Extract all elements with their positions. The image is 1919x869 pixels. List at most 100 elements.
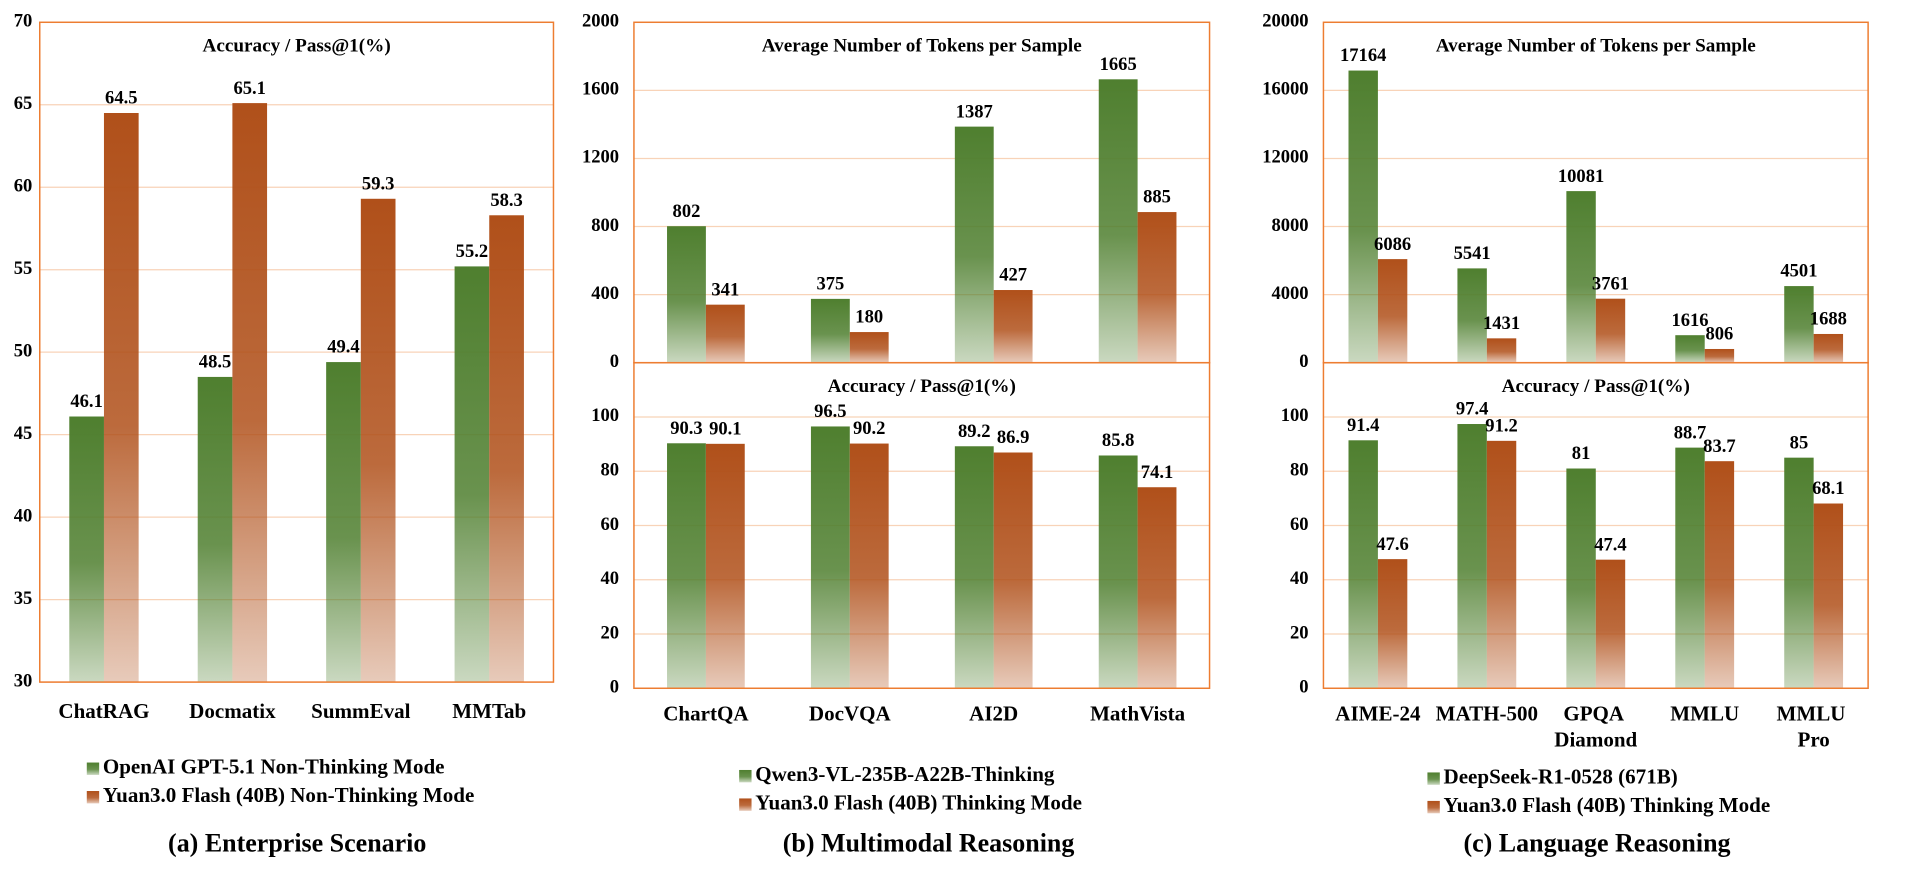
y-tick-label: 60 [1290, 514, 1309, 535]
bar [993, 452, 1033, 689]
value-label: 47.4 [1594, 534, 1626, 555]
value-label: 65.1 [233, 78, 265, 99]
bar [197, 376, 233, 683]
legend-swatch [1427, 800, 1440, 814]
bar [705, 304, 745, 363]
y-tick-label: 800 [591, 215, 619, 236]
bar [667, 226, 706, 363]
y-tick-label: 20 [601, 622, 620, 643]
y-tick-label: 60 [14, 175, 33, 196]
value-label: 341 [711, 279, 739, 300]
bar [1784, 457, 1814, 689]
legend-swatch [739, 769, 752, 783]
bar [1137, 212, 1177, 363]
bar [1675, 447, 1705, 689]
x-tick-label: ChatRAG [58, 699, 149, 723]
value-label: 83.7 [1703, 436, 1735, 457]
bar [1457, 424, 1487, 689]
y-tick-label: 20 [1290, 622, 1309, 643]
x-tick-label: DocVQA [809, 701, 892, 725]
value-label: 85.8 [1102, 430, 1134, 451]
bar [1348, 70, 1378, 363]
value-label: 64.5 [105, 88, 137, 109]
bar [954, 126, 994, 363]
y-tick-label: 0 [610, 351, 619, 372]
value-label: 85 [1790, 432, 1809, 453]
bar [849, 332, 889, 363]
bar [1675, 335, 1705, 363]
x-tick-label: MMLU [1670, 701, 1739, 725]
caption: (a) Enterprise Scenario [168, 828, 426, 857]
bar [1595, 559, 1626, 689]
value-label: 91.2 [1485, 415, 1517, 436]
y-tick-label: 4000 [1271, 283, 1308, 304]
value-label: 97.4 [1456, 399, 1488, 420]
x-tick-label: Docmatix [189, 699, 276, 723]
bar [849, 443, 889, 689]
y-tick-label: 40 [14, 505, 33, 526]
bar [489, 215, 524, 683]
bar [360, 198, 396, 683]
bar [993, 290, 1033, 363]
bar [454, 266, 490, 683]
y-tick-label: 8000 [1271, 215, 1308, 236]
bar [1704, 461, 1735, 689]
x-tick-label: MMLU Pro [1777, 701, 1851, 751]
bar [1098, 455, 1138, 689]
x-tick-label: MathVista [1090, 701, 1186, 725]
legend-label: Yuan3.0 Flash (40B) Thinking Mode [755, 790, 1082, 814]
y-tick-label: 35 [14, 588, 33, 609]
y-tick-label: 70 [14, 11, 33, 32]
caption: (b) Multimodal Reasoning [783, 828, 1075, 857]
value-label: 47.6 [1376, 534, 1408, 555]
y-tick-label: 40 [601, 568, 620, 589]
value-label: 74.1 [1141, 462, 1173, 483]
y-tick-label: 55 [14, 258, 33, 279]
value-label: 375 [816, 274, 844, 295]
y-tick-label: 20000 [1262, 11, 1308, 32]
chart-title: Accuracy / Pass@1(%) [828, 376, 1016, 397]
value-label: 1688 [1810, 309, 1847, 330]
bar [1566, 191, 1596, 363]
bar [1486, 440, 1517, 689]
y-tick-label: 60 [601, 514, 620, 535]
value-label: 5541 [1454, 243, 1491, 264]
value-label: 88.7 [1674, 422, 1706, 443]
value-label: 1616 [1671, 310, 1708, 331]
legend-swatch [86, 762, 100, 775]
y-tick-label: 40 [1290, 568, 1309, 589]
legend-label: Qwen3-VL-235B-A22B-Thinking [755, 762, 1055, 786]
y-tick-label: 30 [14, 670, 33, 691]
bar [1377, 559, 1408, 689]
value-label: 10081 [1558, 166, 1604, 187]
y-tick-label: 100 [591, 405, 619, 426]
y-tick-label: 1600 [582, 79, 619, 100]
y-tick-label: 400 [591, 283, 619, 304]
x-tick-label: MMTab [452, 699, 526, 723]
value-label: 806 [1706, 324, 1734, 345]
chart-title: Average Number of Tokens per Sample [762, 35, 1083, 56]
legend-label: Yuan3.0 Flash (40B) Non-Thinking Mode [103, 783, 474, 807]
legend-label: DeepSeek-R1-0528 (671B) [1444, 764, 1678, 788]
value-label: 90.3 [670, 418, 702, 439]
y-tick-label: 80 [601, 459, 620, 480]
bar [810, 298, 850, 363]
y-tick-label: 0 [1299, 351, 1308, 372]
y-tick-label: 2000 [582, 11, 619, 32]
value-label: 46.1 [70, 391, 102, 412]
x-tick-label: MATH-500 [1436, 701, 1538, 725]
value-label: 49.4 [327, 337, 359, 358]
value-label: 48.5 [199, 352, 231, 373]
bar [1566, 468, 1596, 689]
value-label: 58.3 [490, 190, 522, 211]
bar [1137, 487, 1177, 689]
value-label: 802 [673, 201, 701, 222]
value-label: 90.1 [709, 418, 741, 439]
bar [69, 416, 104, 683]
value-label: 1387 [956, 101, 993, 122]
value-label: 89.2 [958, 421, 990, 442]
value-label: 86.9 [997, 427, 1029, 448]
x-tick-label: AIME-24 [1335, 701, 1421, 725]
value-label: 885 [1143, 187, 1171, 208]
x-tick-label: SummEval [311, 699, 410, 723]
